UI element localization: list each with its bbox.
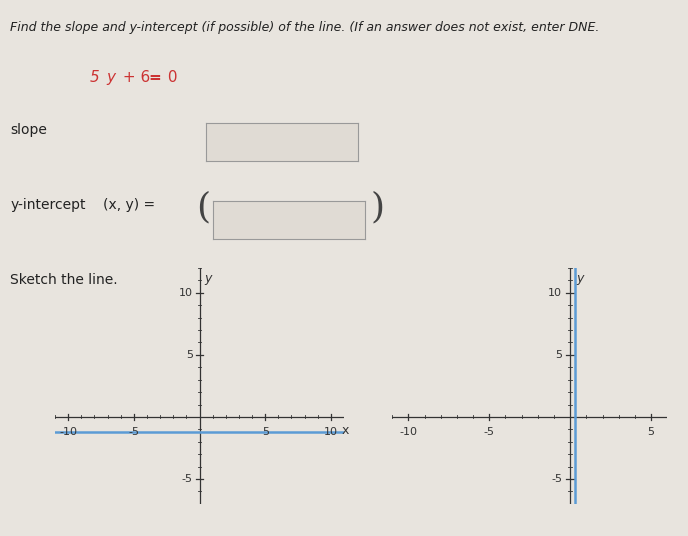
Text: =: = [148,70,161,85]
Text: y-intercept: y-intercept [10,198,86,212]
Text: y: y [205,272,212,285]
Text: 10: 10 [179,288,193,298]
Text: ): ) [370,190,385,224]
Text: 5: 5 [647,427,655,437]
Text: Sketch the line.: Sketch the line. [10,273,118,287]
Text: 5: 5 [186,350,193,360]
Text: 0: 0 [163,70,178,85]
Text: (: ( [196,190,211,224]
Text: -5: -5 [182,474,193,484]
Text: 5: 5 [261,427,269,437]
Text: -10: -10 [399,427,418,437]
Text: y: y [577,272,584,285]
Text: -5: -5 [484,427,495,437]
Text: -10: -10 [59,427,77,437]
Text: slope: slope [10,123,47,137]
Text: 5: 5 [89,70,99,85]
Text: -5: -5 [551,474,562,484]
Text: (x, y) =: (x, y) = [103,198,155,212]
Text: y: y [107,70,116,85]
Text: -5: -5 [129,427,140,437]
Text: 10: 10 [548,288,562,298]
Text: x: x [341,425,349,437]
Text: + 6: + 6 [118,70,155,85]
Text: 5: 5 [555,350,562,360]
Text: 10: 10 [324,427,338,437]
Text: Find the slope and y-intercept (if possible) of the line. (If an answer does not: Find the slope and y-intercept (if possi… [10,21,600,34]
